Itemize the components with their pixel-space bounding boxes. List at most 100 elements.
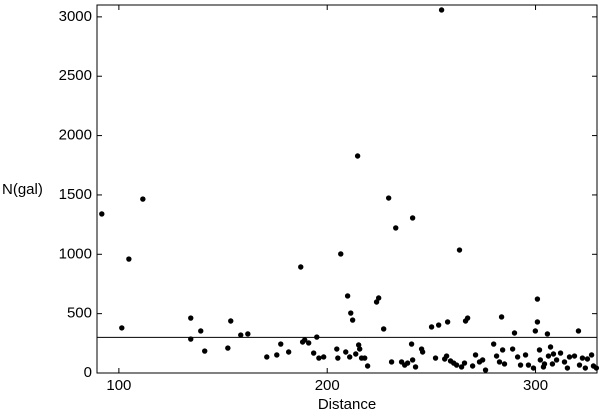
point bbox=[393, 225, 399, 231]
point bbox=[472, 352, 479, 358]
point bbox=[316, 355, 322, 361]
point bbox=[525, 362, 532, 368]
point bbox=[547, 344, 554, 350]
point bbox=[530, 365, 537, 371]
point bbox=[408, 341, 415, 347]
point bbox=[522, 352, 529, 358]
point bbox=[534, 319, 541, 325]
point bbox=[298, 264, 304, 270]
point bbox=[584, 356, 591, 362]
point bbox=[388, 359, 395, 365]
point bbox=[493, 353, 500, 359]
point bbox=[338, 251, 344, 257]
point bbox=[198, 328, 204, 334]
point bbox=[545, 353, 552, 359]
point bbox=[202, 348, 208, 354]
y-axis-label: N(gal) bbox=[2, 181, 43, 198]
point bbox=[456, 247, 463, 253]
point bbox=[549, 361, 556, 367]
point bbox=[264, 354, 270, 360]
point bbox=[380, 326, 387, 332]
point bbox=[409, 357, 416, 363]
point bbox=[438, 7, 445, 13]
point bbox=[582, 365, 589, 371]
point bbox=[404, 360, 411, 366]
point bbox=[511, 330, 518, 336]
point bbox=[461, 360, 468, 366]
point bbox=[354, 153, 361, 159]
point bbox=[362, 355, 368, 361]
y-tick-label: 2000 bbox=[59, 127, 92, 144]
point bbox=[428, 324, 435, 330]
point bbox=[544, 331, 551, 337]
y-tick-label: 1500 bbox=[59, 186, 92, 203]
point bbox=[514, 354, 521, 360]
point bbox=[566, 354, 573, 360]
point bbox=[435, 322, 442, 328]
point bbox=[498, 314, 505, 320]
point bbox=[373, 299, 380, 305]
point bbox=[588, 352, 595, 358]
point bbox=[479, 357, 486, 363]
y-tick-label: 500 bbox=[67, 305, 92, 322]
point bbox=[347, 354, 353, 360]
point bbox=[310, 350, 317, 356]
point bbox=[188, 315, 194, 321]
point bbox=[553, 357, 560, 363]
point bbox=[343, 349, 349, 355]
point bbox=[469, 363, 476, 369]
point bbox=[140, 196, 146, 202]
point bbox=[458, 364, 465, 370]
plot-frame bbox=[96, 4, 598, 374]
point bbox=[534, 296, 541, 302]
point bbox=[334, 346, 340, 352]
point bbox=[576, 362, 583, 368]
point bbox=[385, 195, 392, 201]
point bbox=[245, 331, 251, 337]
point bbox=[537, 357, 544, 363]
point bbox=[126, 256, 132, 262]
point bbox=[443, 353, 450, 359]
point bbox=[496, 359, 503, 365]
point bbox=[99, 211, 105, 217]
point bbox=[409, 215, 416, 221]
point bbox=[550, 351, 557, 357]
y-tick-label: 2500 bbox=[59, 67, 92, 84]
point bbox=[278, 341, 284, 347]
point bbox=[375, 295, 382, 301]
point bbox=[579, 355, 586, 361]
point bbox=[119, 325, 125, 331]
point bbox=[571, 353, 578, 359]
point bbox=[355, 342, 362, 348]
point bbox=[320, 354, 327, 360]
point bbox=[453, 362, 460, 368]
x-axis-label: Distance bbox=[318, 396, 376, 413]
point bbox=[348, 310, 354, 316]
point bbox=[464, 315, 471, 321]
point bbox=[419, 349, 426, 355]
point bbox=[353, 351, 359, 357]
point bbox=[532, 328, 539, 334]
point bbox=[593, 365, 600, 371]
point bbox=[335, 355, 341, 361]
point bbox=[314, 334, 320, 340]
point bbox=[188, 336, 194, 342]
point bbox=[225, 345, 231, 351]
point bbox=[412, 364, 419, 370]
x-tick-label: 200 bbox=[315, 377, 340, 394]
y-tick-label: 0 bbox=[84, 364, 92, 381]
point bbox=[490, 341, 497, 347]
point bbox=[541, 361, 548, 367]
point bbox=[357, 346, 363, 352]
point bbox=[274, 352, 280, 358]
y-tick-label: 3000 bbox=[59, 8, 92, 25]
point bbox=[482, 367, 489, 373]
point bbox=[302, 337, 308, 343]
point bbox=[364, 363, 371, 369]
point bbox=[349, 317, 356, 323]
point bbox=[499, 347, 506, 353]
x-tick-label: 100 bbox=[106, 377, 131, 394]
point bbox=[557, 350, 564, 356]
point bbox=[501, 361, 508, 367]
